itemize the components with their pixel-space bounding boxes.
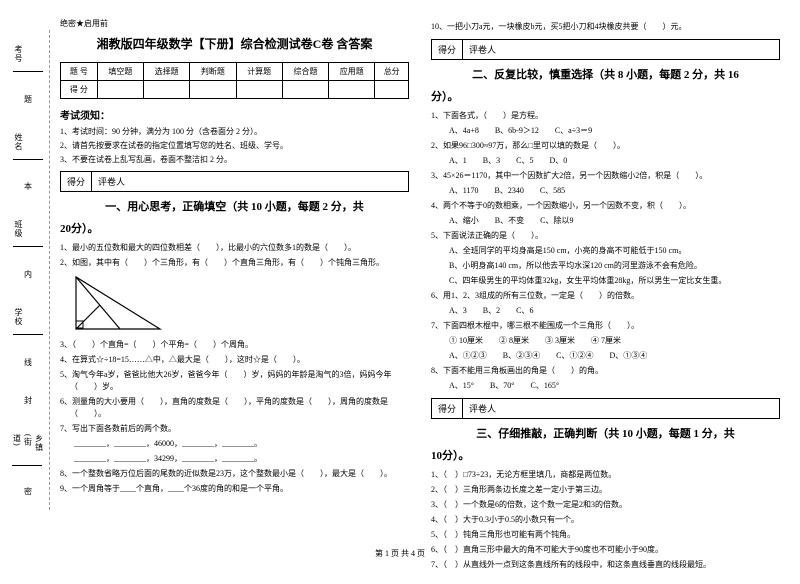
b2-options: A、1 B、3 C、5 D、0	[449, 155, 780, 167]
section-2-lead: 分）。	[431, 88, 780, 104]
q8: 8、一个整数省略万位后面的尾数的近似数是23万，这个整数最小是（ ），最大是（ …	[60, 468, 409, 480]
side-school: 学校	[13, 308, 24, 326]
section-3-lead: 10分）。	[431, 447, 780, 463]
c5: 5、（ ）钝角三角形也可能有两个钝角。	[431, 529, 780, 541]
guide-d3: 线	[23, 358, 34, 366]
score-table: 题 号填空题选择题判断题计算题综合题应用题总分 得 分	[60, 62, 409, 99]
guide-d2: 内	[23, 270, 34, 278]
score-box-1: 得分评卷人	[60, 171, 409, 192]
b5: 5、下面说法正确的是（ ）。	[431, 230, 780, 242]
score-box-3: 得分评卷人	[431, 398, 780, 419]
b2: 2、如果96□300≈97万，那么□里可以填的数是（ ）。	[431, 140, 780, 152]
guide-d1: 本	[23, 182, 34, 190]
q3: 3、（ ）个直角=（ ）个平角=（ ）个周角。	[60, 339, 409, 351]
b7: 7、下面四根木棍中，哪三根不能围成一个三角形（ ）。	[431, 320, 780, 332]
b6: 6、用1、2、3组成的所有三位数，一定是（ ）的倍数。	[431, 290, 780, 302]
b8-options: A、15° B、70° C、165°	[449, 380, 780, 392]
side-town: 乡镇(街道)	[12, 434, 45, 458]
notice-heading: 考试须知：	[60, 107, 409, 122]
score-box-2: 得分评卷人	[431, 39, 780, 60]
b3: 3、45×26＝1170，其中一个因数扩大2倍，另一个因数缩小2倍，积是（ ）。	[431, 170, 780, 182]
notice-1: 1、考试时间：90 分钟，满分为 100 分（含卷面分 2 分）。	[60, 126, 409, 137]
b6-options: A、3 B、2 C、6	[449, 305, 780, 317]
q10: 10、一把小刀a元，一块橡皮b元，买5把小刀和4块橡皮共要（ ）元。	[431, 21, 780, 33]
q7: 7、写出下面各数前后的两个数。	[60, 423, 409, 435]
b5c: C、四年级男生的平均体重32kg，女生平均体重28kg，所以男生一定比女生重。	[449, 275, 780, 287]
q5: 5、淘气今年a岁，爸爸比他大26岁，爸爸今年（ ）岁，妈妈的年龄是淘气的3倍，妈…	[60, 369, 409, 393]
c7: 7、（ ）从直线外一点到这条直线所有的线段中，和这条直线垂直的线段最短。	[431, 559, 780, 571]
b1: 1、下面各式，（ ）是方程。	[431, 110, 780, 122]
side-exam-no: 考号	[13, 45, 24, 63]
b5b: B、小明身高140 cm，所以他去平均水深120 cm的河里游泳不会有危险。	[449, 260, 780, 272]
guide-d4: 封	[23, 396, 34, 404]
exam-title: 湘教版四年级数学【下册】综合检测试卷C卷 含答案	[60, 35, 409, 52]
section-1-title: 一、用心思考，正确填空（共 10 小题，每题 2 分，共	[60, 198, 409, 214]
q6: 6、测量角的大小要用（ ），直角的度数是（ ），平角的度数是（ ），周角的度数是…	[60, 396, 409, 420]
q4: 4、在算式☆÷18=15……△中，△最大是（ ），这时☆是（ ）。	[60, 354, 409, 366]
side-class: 班级	[13, 220, 24, 238]
notice-2: 2、请首先按要求在试卷的指定位置填写您的姓名、班级、学号。	[60, 140, 409, 151]
b3-options: A、1170 B、2340 C、585	[449, 185, 780, 197]
b7-options2: A、①②③ B、②③④ C、①②④ D、①③④	[449, 350, 780, 362]
q2: 2、如图，其中有（ ）个三角形，有（ ）个直角三角形，有（ ）个钝角三角形。	[60, 257, 409, 269]
page-footer: 第 1 页 共 4 页	[0, 548, 800, 559]
c1: 1、（ ）□73÷23，无论方框里填几，商都是两位数。	[431, 469, 780, 481]
secret-label: 绝密★启用前	[60, 18, 409, 29]
b8: 8、下面不能用三角板画出的角是（ ）的角。	[431, 365, 780, 377]
b5a: A、全班同学的平均身高是150 cm，小亮的身高不可能低于150 cm。	[449, 245, 780, 257]
section-2-title: 二、反复比较，慎重选择（共 8 小题，每题 2 分，共 16	[431, 66, 780, 82]
q1: 1、最小的五位数和最大的四位数相差（ ），比最小的六位数多1的数是（ ）。	[60, 242, 409, 254]
q7a: ________，________，46000，________，_______…	[74, 438, 409, 450]
triangle-figure	[74, 275, 409, 333]
b1-options: A、4a+8 B、6b-9＞12 C、a÷3＝9	[449, 125, 780, 137]
section-3-title: 三、仔细推敲，正确判断（共 10 小题，每题 1 分，共	[431, 425, 780, 441]
c3: 3、（ ）一个数是6的倍数，这个数一定是2和3的倍数。	[431, 499, 780, 511]
side-name: 姓名	[13, 133, 24, 151]
b4-options: A、缩小 B、不变 C、除以9	[449, 215, 780, 227]
c2: 2、（ ）三角形两条边长度之差一定小于第三边。	[431, 484, 780, 496]
section-1-lead: 20分）。	[60, 220, 409, 236]
c4: 4、（ ）大于0.3小于0.5的小数只有一个。	[431, 514, 780, 526]
b7-options: ① 10厘米 ② 8厘米 ③ 3厘米 ④ 7厘米	[449, 335, 780, 347]
guide-d0: 题	[23, 95, 34, 103]
q7b: ________，________，34299，________，_______…	[74, 453, 409, 465]
q9: 9、一个周角等于____个直角，____个36度的角的和是一个平角。	[60, 483, 409, 495]
notice-3: 3、不要在试卷上乱写乱画，卷面不整洁扣 2 分。	[60, 154, 409, 165]
guide-d5: 密	[23, 487, 34, 495]
b4: 4、两个不等于0的数相乘，一个因数缩小，另一个因数不变，积（ ）。	[431, 200, 780, 212]
